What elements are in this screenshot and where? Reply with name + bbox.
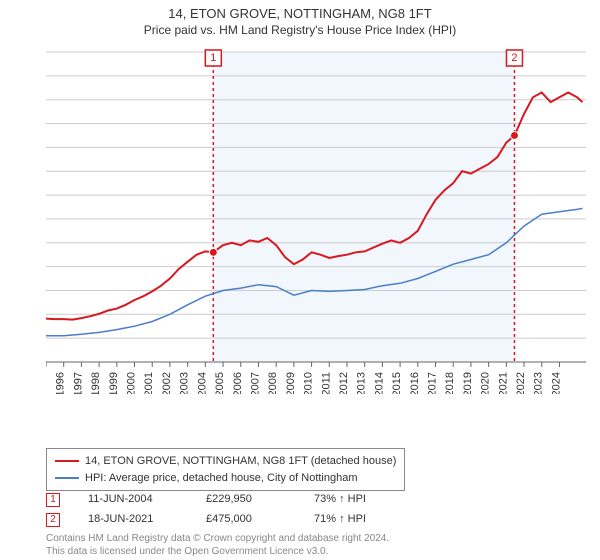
x-tick-label: 2006 <box>232 372 244 394</box>
x-tick-label: 2007 <box>249 372 261 394</box>
legend-row: HPI: Average price, detached house, City… <box>55 470 396 487</box>
x-tick-label: 2011 <box>320 372 332 394</box>
title-block: 14, ETON GROVE, NOTTINGHAM, NG8 1FT Pric… <box>0 0 600 38</box>
legend-label: HPI: Average price, detached house, City… <box>85 470 358 487</box>
x-tick-label: 2016 <box>409 372 421 394</box>
x-tick-label: 2013 <box>356 372 368 394</box>
x-tick-label: 1999 <box>108 372 120 394</box>
chart-area: £0£50K£100K£150K£200K£250K£300K£350K£400… <box>46 44 586 394</box>
sales-date: 18-JUN-2021 <box>88 510 178 530</box>
title-main: 14, ETON GROVE, NOTTINGHAM, NG8 1FT <box>0 6 600 23</box>
x-tick-label: 2018 <box>444 372 456 394</box>
x-tick-label: 2001 <box>143 372 155 394</box>
x-tick-label: 2002 <box>161 372 173 394</box>
legend-swatch <box>55 460 79 462</box>
sales-date: 11-JUN-2004 <box>88 490 178 510</box>
x-tick-label: 2023 <box>533 372 545 394</box>
chart-svg: £0£50K£100K£150K£200K£250K£300K£350K£400… <box>46 44 586 394</box>
footer-line-1: Contains HM Land Registry data © Crown c… <box>46 532 389 545</box>
shaded-region <box>213 52 514 362</box>
x-tick-label: 2005 <box>214 372 226 394</box>
x-tick-label: 1996 <box>55 372 67 394</box>
x-tick-label: 2024 <box>550 372 562 394</box>
x-tick-label: 2015 <box>391 372 403 394</box>
x-tick-label: 2019 <box>462 372 474 394</box>
x-tick-label: 2021 <box>497 372 509 394</box>
chart-container: 14, ETON GROVE, NOTTINGHAM, NG8 1FT Pric… <box>0 0 600 560</box>
x-tick-label: 1995 <box>46 372 49 394</box>
sale-point-1 <box>209 248 217 256</box>
x-tick-label: 2010 <box>303 372 315 394</box>
legend-swatch <box>55 477 79 479</box>
sales-price: £475,000 <box>206 510 286 530</box>
sales-row: 2 18-JUN-2021 £475,000 71% ↑ HPI <box>46 510 366 530</box>
footer-line-2: This data is licensed under the Open Gov… <box>46 545 389 558</box>
x-tick-label: 2009 <box>285 372 297 394</box>
x-tick-label: 2012 <box>338 372 350 394</box>
sales-marker: 1 <box>46 493 60 507</box>
x-tick-label: 2020 <box>480 372 492 394</box>
legend-label: 14, ETON GROVE, NOTTINGHAM, NG8 1FT (det… <box>85 453 396 470</box>
legend: 14, ETON GROVE, NOTTINGHAM, NG8 1FT (det… <box>46 448 405 491</box>
x-tick-label: 1997 <box>72 372 84 394</box>
x-tick-label: 2008 <box>267 372 279 394</box>
x-tick-label: 2000 <box>126 372 138 394</box>
x-tick-label: 2017 <box>427 372 439 394</box>
sale-point-2 <box>510 131 518 139</box>
sales-price: £229,950 <box>206 490 286 510</box>
title-sub: Price paid vs. HM Land Registry's House … <box>0 23 600 39</box>
sales-table: 1 11-JUN-2004 £229,950 73% ↑ HPI 2 18-JUN-202… <box>46 490 366 530</box>
sales-pct: 71% ↑ HPI <box>314 510 366 530</box>
ref-marker-num-2: 2 <box>511 52 517 64</box>
x-tick-label: 2014 <box>373 372 385 394</box>
x-tick-label: 2022 <box>515 372 527 394</box>
x-tick-label: 1998 <box>90 372 102 394</box>
sales-row: 1 11-JUN-2004 £229,950 73% ↑ HPI <box>46 490 366 510</box>
ref-marker-num-1: 1 <box>210 52 216 64</box>
sales-pct: 73% ↑ HPI <box>314 490 366 510</box>
x-tick-label: 2004 <box>196 372 208 394</box>
legend-row: 14, ETON GROVE, NOTTINGHAM, NG8 1FT (det… <box>55 453 396 470</box>
footer-note: Contains HM Land Registry data © Crown c… <box>46 532 389 558</box>
sales-marker: 2 <box>46 513 60 527</box>
x-tick-label: 2003 <box>179 372 191 394</box>
